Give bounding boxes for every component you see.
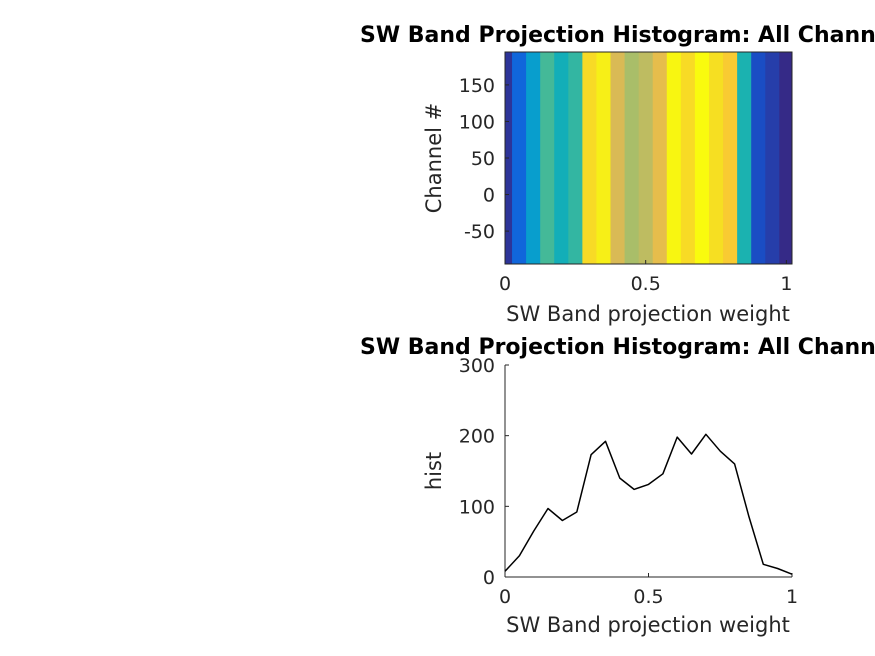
heatmap-cell xyxy=(624,52,640,264)
line-y-tick-label: 100 xyxy=(459,496,495,518)
heatmap-title: SW Band Projection Histogram: All Channe… xyxy=(360,23,875,48)
heatmap-cell xyxy=(610,52,626,264)
heatmap-cells xyxy=(505,52,793,264)
heatmap-cell xyxy=(652,52,668,264)
line-y-ticks: 0 100 200 300 xyxy=(459,355,509,589)
line-panel: SW Band Projection Histogram: All Channe… xyxy=(360,335,875,637)
heatmap-cell xyxy=(582,52,597,264)
line-x-tick-label: 0 xyxy=(499,586,511,608)
line-y-tick-label: 300 xyxy=(459,355,495,377)
heatmap-x-ticks: 0 0.5 1 xyxy=(499,260,792,295)
line-title: SW Band Projection Histogram: All Channe… xyxy=(360,335,875,360)
heatmap-cell xyxy=(512,52,527,264)
heatmap-cell xyxy=(751,52,766,264)
line-x-label: SW Band projection weight xyxy=(506,613,790,637)
heatmap-x-tick-label: 0 xyxy=(499,273,511,295)
heatmap-x-label: SW Band projection weight xyxy=(506,302,790,326)
heatmap-y-tick-label: 150 xyxy=(459,75,495,97)
heatmap-cell xyxy=(596,52,612,264)
heatmap-cell xyxy=(540,52,555,264)
line-y-label: hist xyxy=(422,452,446,490)
heatmap-cell xyxy=(779,52,793,264)
heatmap-cell xyxy=(554,52,569,264)
hist-series-line xyxy=(504,433,793,575)
heatmap-cell xyxy=(666,52,682,264)
heatmap-cell xyxy=(638,52,654,264)
line-y-tick-label: 0 xyxy=(483,567,495,589)
heatmap-x-tick-label: 1 xyxy=(780,273,792,295)
heatmap-cell xyxy=(737,52,752,264)
heatmap-cell xyxy=(680,52,696,264)
heatmap-cell xyxy=(568,52,583,264)
line-x-tick-label: 1 xyxy=(786,586,798,608)
heatmap-y-ticks: -50 0 50 100 150 xyxy=(459,75,509,243)
heatmap-cell xyxy=(765,52,780,264)
heatmap-panel: SW Band Projection Histogram: All Channe… xyxy=(360,23,875,326)
heatmap-x-tick-label: 0.5 xyxy=(631,273,661,295)
heatmap-cell xyxy=(708,52,724,264)
heatmap-y-tick-label: 50 xyxy=(471,148,495,170)
line-x-ticks: 0 0.5 1 xyxy=(499,573,798,608)
heatmap-y-label: Channel # xyxy=(422,103,446,214)
line-x-tick-label: 0.5 xyxy=(633,586,663,608)
heatmap-y-tick-label: 0 xyxy=(483,185,495,207)
heatmap-y-tick-label: 100 xyxy=(459,111,495,133)
heatmap-cell xyxy=(694,52,710,264)
heatmap-y-tick-label: -50 xyxy=(464,221,495,243)
heatmap-cell xyxy=(526,52,541,264)
heatmap-cell xyxy=(723,52,738,264)
line-y-tick-label: 200 xyxy=(459,426,495,448)
